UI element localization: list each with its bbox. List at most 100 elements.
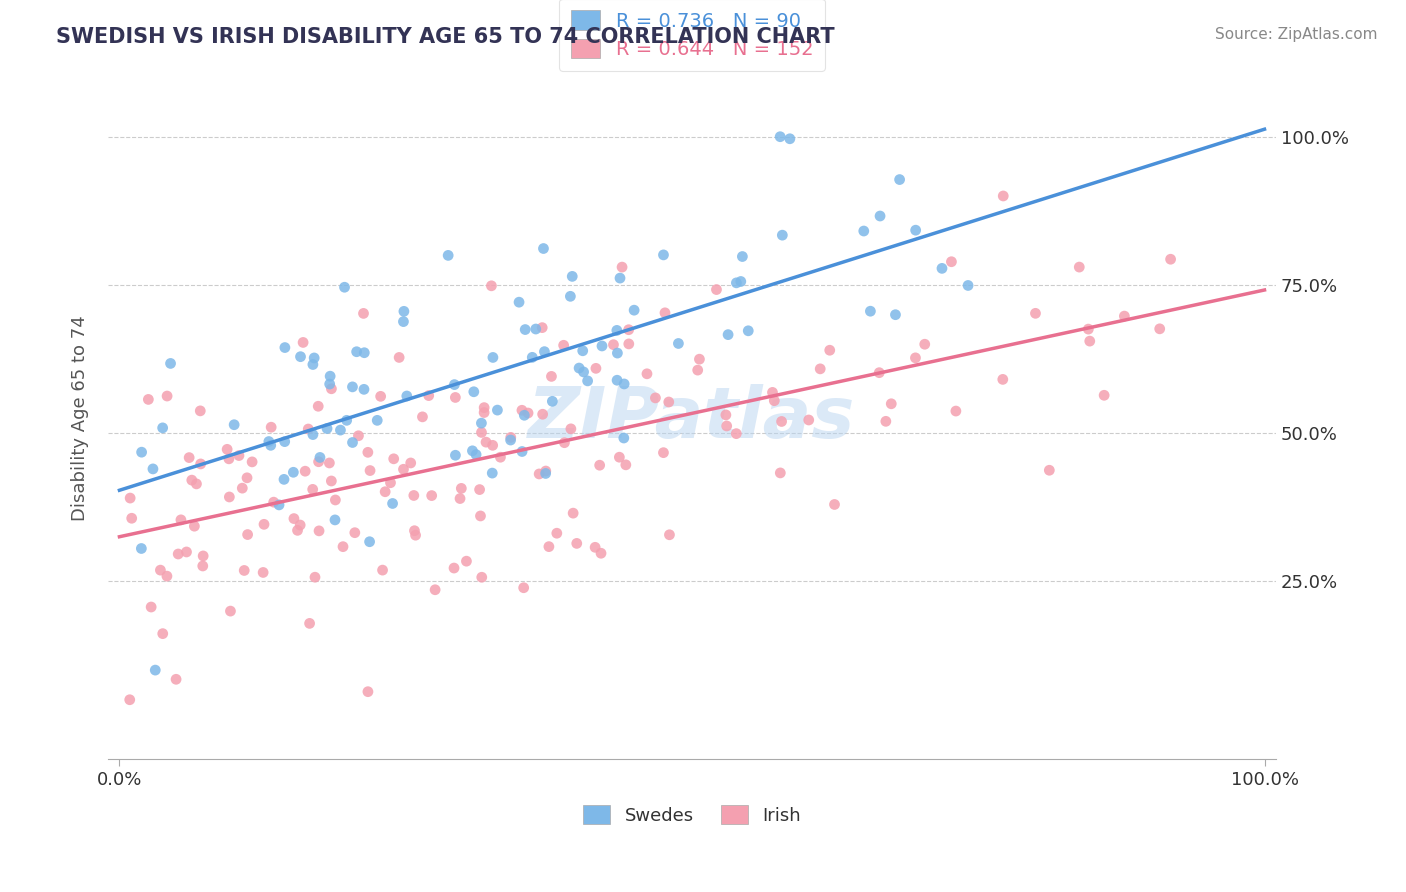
Point [465, 448, 488, 462]
Point [470, 416, 492, 430]
Point [880, 397, 903, 411]
Point [475, 435, 498, 450]
Point [273, 472, 295, 486]
Point [302, 358, 325, 372]
Point [468, 483, 491, 497]
Point [524, 322, 547, 336]
Point [380, 475, 402, 490]
Point [652, 248, 675, 262]
Point [725, 276, 748, 290]
Point [614, 458, 637, 472]
Point [366, 413, 388, 427]
Point [957, 278, 980, 293]
Point [686, 363, 709, 377]
Point [346, 344, 368, 359]
Point [288, 518, 311, 533]
Point [307, 399, 329, 413]
Point [186, 476, 208, 491]
Point [945, 404, 967, 418]
Point [167, 547, 190, 561]
Point [371, 563, 394, 577]
Point [869, 209, 891, 223]
Text: ZIPatlas: ZIPatlas [529, 384, 856, 453]
Point [991, 372, 1014, 386]
Point [461, 443, 484, 458]
Point [298, 616, 321, 631]
Point [138, 392, 160, 407]
Point [301, 483, 323, 497]
Point [302, 427, 325, 442]
Point [852, 224, 875, 238]
Point [121, 511, 143, 525]
Point [585, 361, 607, 376]
Point [131, 541, 153, 556]
Point [1069, 260, 1091, 274]
Legend: Swedes, Irish: Swedes, Irish [576, 798, 808, 831]
Point [553, 435, 575, 450]
Point [218, 490, 240, 504]
Point [1149, 322, 1171, 336]
Point [561, 269, 583, 284]
Point [510, 444, 533, 458]
Point [236, 527, 259, 541]
Point [142, 462, 165, 476]
Point [583, 541, 606, 555]
Point [290, 350, 312, 364]
Point [423, 582, 446, 597]
Point [357, 445, 380, 459]
Point [308, 524, 330, 538]
Point [562, 506, 585, 520]
Point [325, 492, 347, 507]
Point [381, 496, 404, 510]
Point [191, 558, 214, 573]
Point [486, 403, 509, 417]
Point [316, 421, 339, 435]
Point [420, 489, 443, 503]
Point [323, 513, 346, 527]
Point [824, 498, 846, 512]
Point [572, 365, 595, 379]
Point [499, 430, 522, 444]
Point [382, 451, 405, 466]
Point [392, 315, 415, 329]
Point [470, 425, 492, 440]
Point [688, 352, 710, 367]
Point [546, 526, 568, 541]
Point [589, 458, 612, 473]
Point [515, 322, 537, 336]
Point [308, 455, 330, 469]
Point [499, 433, 522, 447]
Point [131, 445, 153, 459]
Point [508, 295, 530, 310]
Point [1077, 322, 1099, 336]
Point [191, 549, 214, 563]
Point [353, 382, 375, 396]
Point [392, 304, 415, 318]
Point [418, 388, 440, 402]
Point [609, 450, 631, 465]
Point [931, 261, 953, 276]
Point [260, 420, 283, 434]
Point [228, 449, 250, 463]
Point [541, 394, 564, 409]
Point [553, 338, 575, 352]
Point [609, 271, 631, 285]
Point [141, 600, 163, 615]
Point [353, 345, 375, 359]
Point [471, 570, 494, 584]
Point [297, 422, 319, 436]
Point [411, 409, 433, 424]
Point [889, 172, 911, 186]
Point [668, 336, 690, 351]
Point [868, 366, 890, 380]
Point [388, 351, 411, 365]
Point [170, 513, 193, 527]
Point [730, 275, 752, 289]
Point [359, 464, 381, 478]
Text: Source: ZipAtlas.com: Source: ZipAtlas.com [1215, 27, 1378, 42]
Point [470, 508, 492, 523]
Point [370, 389, 392, 403]
Point [329, 423, 352, 437]
Point [725, 426, 748, 441]
Point [260, 438, 283, 452]
